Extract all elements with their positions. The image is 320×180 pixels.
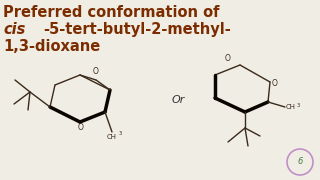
Text: Preferred conformation of: Preferred conformation of bbox=[3, 5, 220, 20]
Text: CH: CH bbox=[107, 134, 117, 140]
Circle shape bbox=[287, 149, 313, 175]
Text: Or: Or bbox=[171, 95, 185, 105]
Text: 1,3-dioxane: 1,3-dioxane bbox=[3, 39, 100, 54]
Text: -5-tert-butyl-2-methyl-: -5-tert-butyl-2-methyl- bbox=[43, 22, 231, 37]
Text: O: O bbox=[93, 67, 99, 76]
Text: 6: 6 bbox=[297, 158, 303, 166]
Text: O: O bbox=[225, 54, 231, 63]
Text: 3: 3 bbox=[297, 102, 300, 107]
Text: cis: cis bbox=[3, 22, 25, 37]
Text: CH: CH bbox=[286, 104, 296, 110]
Text: O: O bbox=[272, 79, 278, 88]
Text: 3: 3 bbox=[119, 131, 122, 136]
Text: O: O bbox=[78, 123, 84, 132]
